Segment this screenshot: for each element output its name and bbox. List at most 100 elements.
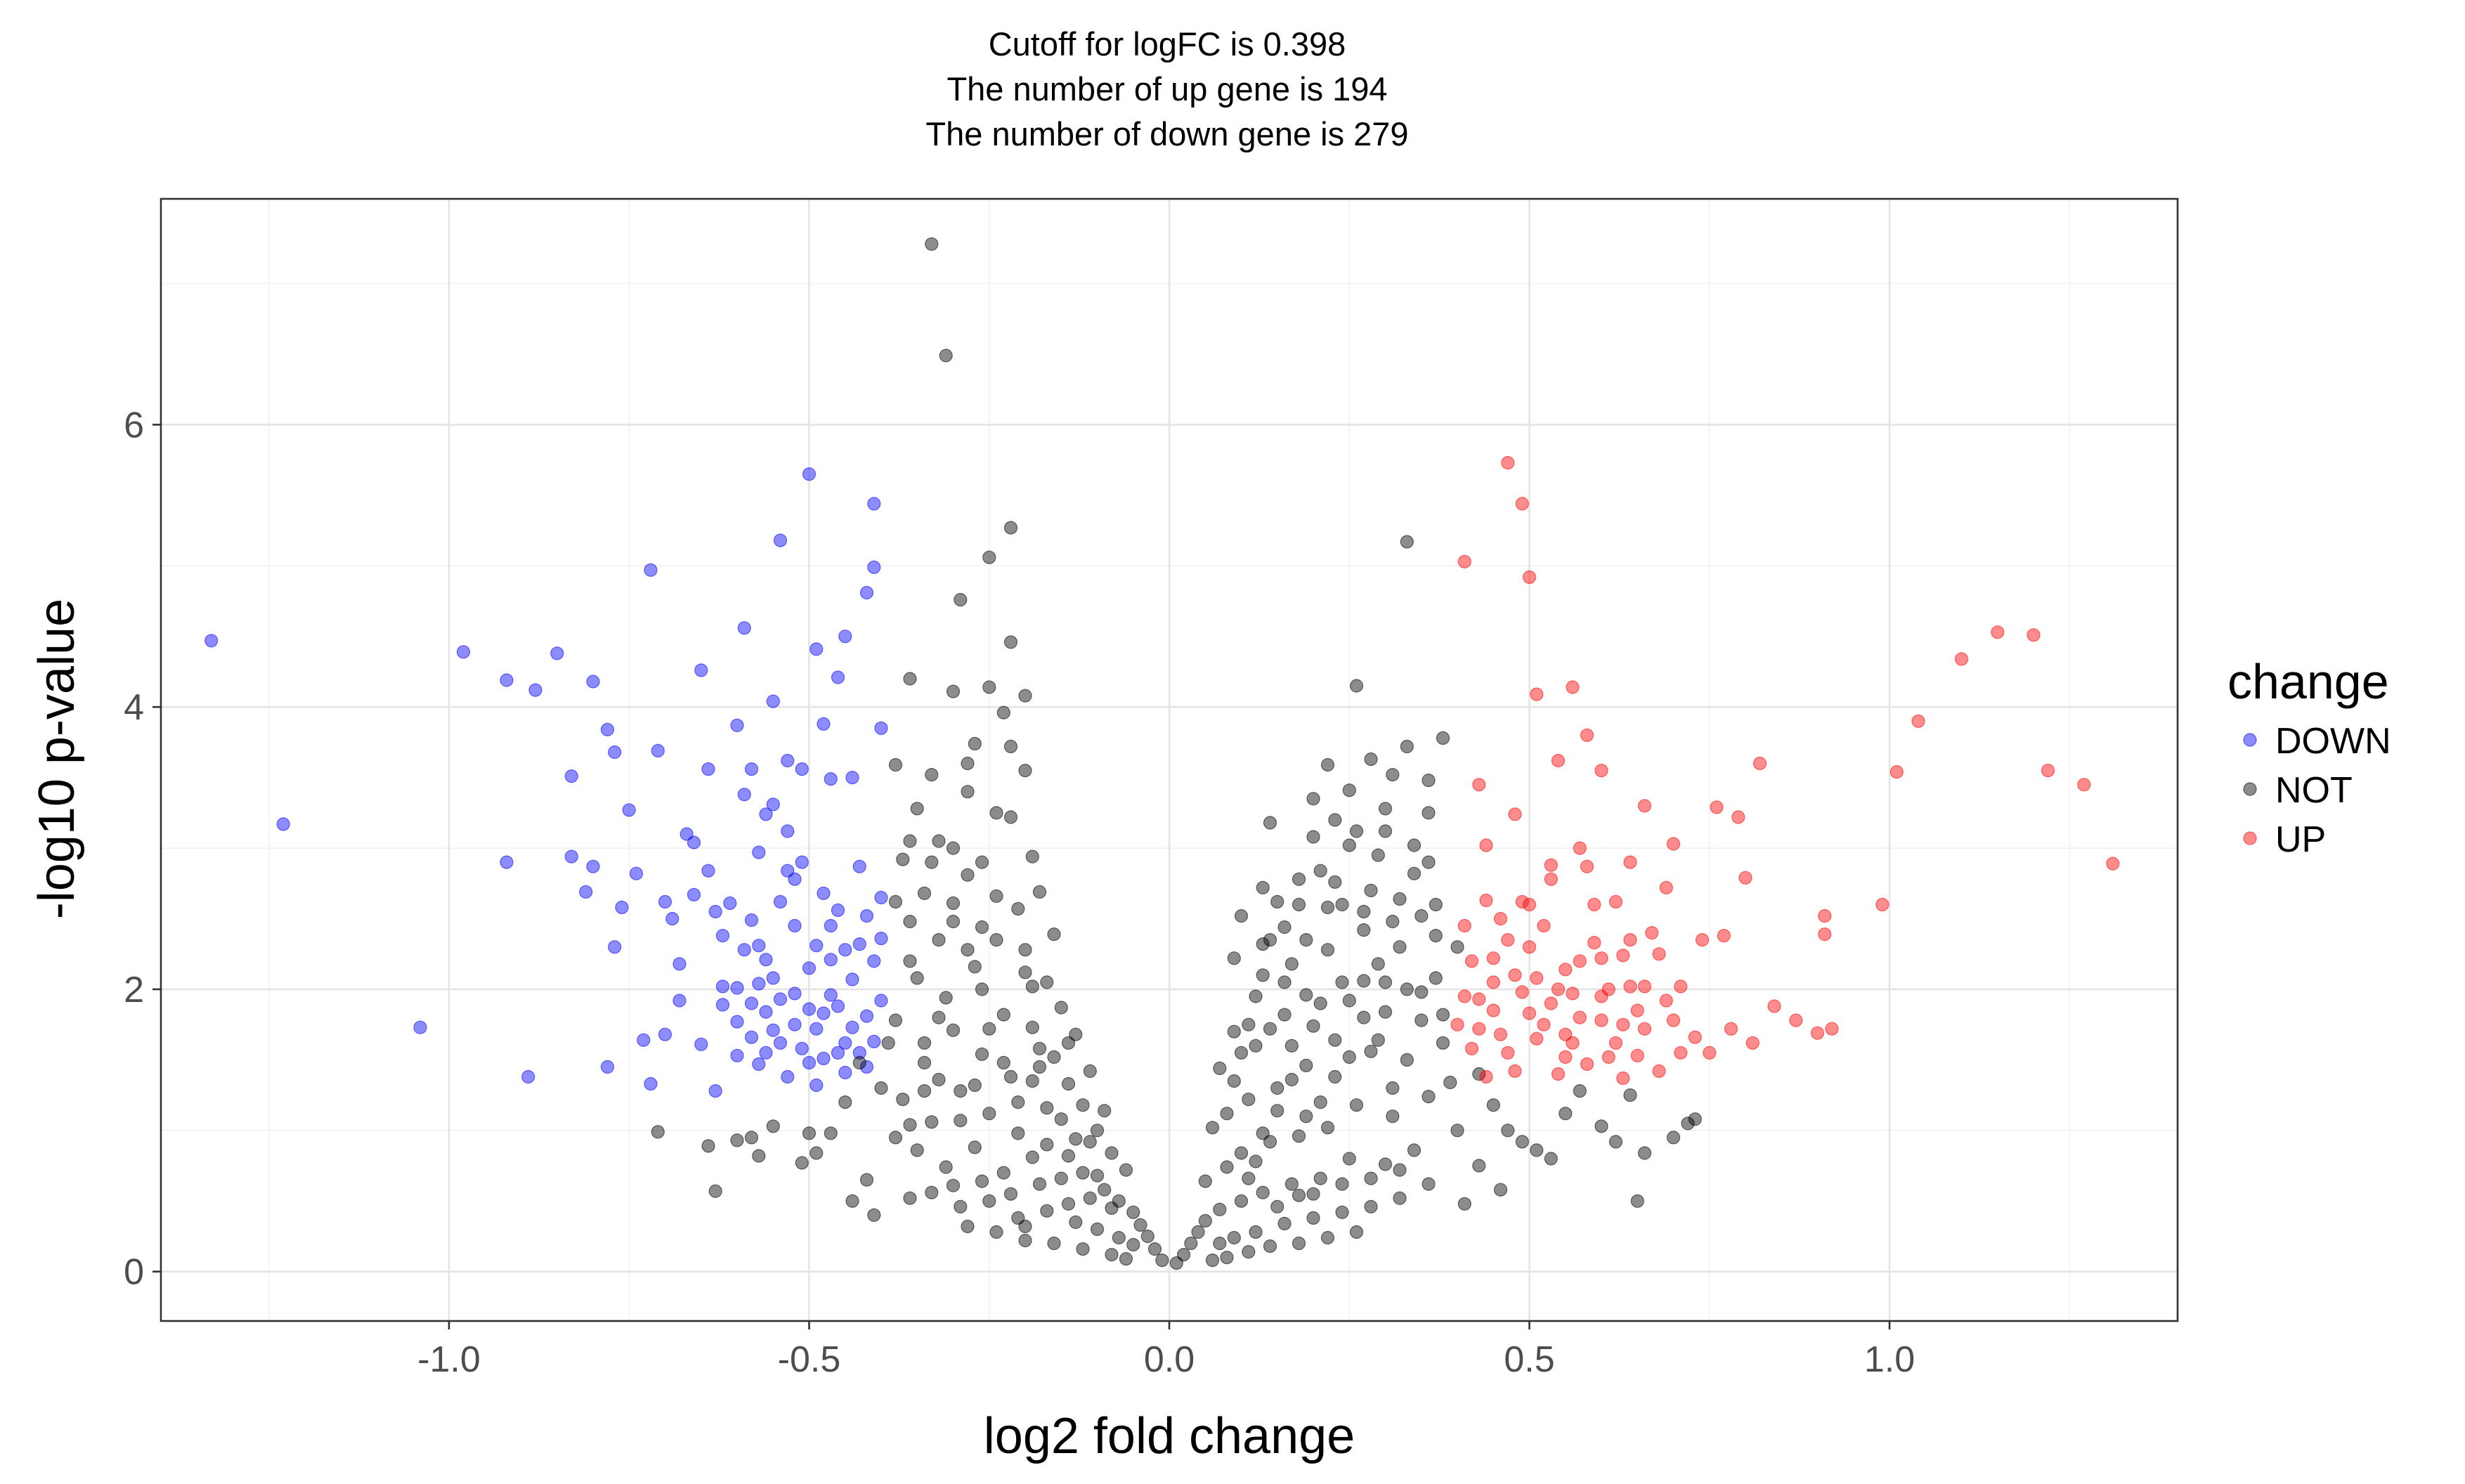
data-point-up: [1703, 1046, 1717, 1060]
data-point-not: [1234, 1194, 1249, 1208]
data-point-not: [1371, 957, 1385, 971]
data-point-up: [1637, 799, 1652, 813]
data-point-up: [1608, 1036, 1623, 1050]
data-point-not: [1393, 940, 1407, 954]
data-point-down: [715, 979, 730, 994]
data-point-down: [781, 1069, 795, 1084]
data-point-down: [672, 957, 687, 971]
data-point-not: [1299, 932, 1313, 947]
data-point-down: [737, 943, 751, 957]
data-point-not: [1061, 1076, 1076, 1091]
data-point-not: [1364, 1044, 1378, 1058]
x-tick-label: 1.0: [1864, 1339, 1915, 1380]
data-point-not: [1594, 1119, 1608, 1133]
data-point-not: [1306, 1187, 1320, 1201]
data-point-up: [1559, 1027, 1573, 1041]
data-point-not: [1054, 1112, 1068, 1126]
data-point-not: [996, 705, 1010, 720]
data-point-not: [1284, 1177, 1299, 1191]
data-point-not: [1277, 1008, 1292, 1022]
data-point-not: [795, 1156, 809, 1170]
data-point-down: [874, 890, 888, 905]
data-point-not: [1623, 1088, 1637, 1102]
data-point-not: [1025, 850, 1039, 864]
data-point-down: [672, 994, 687, 1008]
data-point-not: [1220, 1250, 1234, 1265]
data-point-up: [1652, 1064, 1666, 1079]
data-point-not: [1032, 1041, 1047, 1055]
data-point-up: [1530, 687, 1544, 701]
data-point-not: [975, 855, 989, 869]
data-point-not: [888, 1013, 903, 1027]
data-point-down: [730, 1048, 744, 1062]
data-point-not: [1061, 1036, 1076, 1050]
data-point-not: [1422, 1177, 1436, 1191]
data-point-up: [1818, 909, 1832, 923]
data-point-not: [1025, 1020, 1039, 1034]
data-point-up: [1457, 989, 1471, 1003]
data-point-down: [838, 1036, 852, 1050]
data-point-not: [1400, 982, 1414, 996]
data-point-up: [1515, 985, 1529, 999]
data-point-not: [1076, 1098, 1090, 1112]
data-point-not: [1422, 1089, 1436, 1104]
data-point-not: [1349, 1098, 1364, 1112]
data-point-up: [1623, 855, 1637, 869]
data-point-not: [903, 672, 917, 686]
chart-title-line-1: Cutoff for logFC is 0.398: [989, 25, 1346, 63]
data-point-not: [910, 971, 924, 985]
data-point-up: [1637, 1022, 1652, 1036]
data-point-up: [1486, 1003, 1500, 1017]
data-point-down: [528, 683, 542, 697]
data-point-up: [1493, 911, 1508, 926]
data-point-not: [1429, 897, 1443, 912]
data-point-not: [1126, 1237, 1140, 1252]
data-point-down: [838, 943, 852, 957]
data-point-down: [824, 772, 838, 786]
data-point-not: [1342, 783, 1356, 798]
data-point-up: [1522, 897, 1537, 912]
gridlines: [161, 199, 2178, 1321]
data-point-not: [932, 932, 946, 947]
data-point-not: [1227, 951, 1241, 965]
data-point-down: [852, 1046, 866, 1060]
data-point-not: [1342, 1050, 1356, 1065]
data-point-down: [687, 835, 701, 850]
data-point-not: [1349, 679, 1364, 693]
data-point-not: [1530, 1143, 1544, 1157]
data-point-not: [968, 1140, 982, 1154]
data-point-not: [968, 1078, 982, 1093]
data-point-down: [766, 798, 780, 812]
data-point-up: [1530, 1031, 1544, 1046]
data-point-up: [1659, 880, 1673, 894]
data-point-not: [996, 1166, 1010, 1180]
data-point-down: [867, 497, 881, 511]
data-point-up: [1544, 858, 1558, 872]
data-point-down: [644, 1076, 658, 1091]
data-point-up: [2027, 628, 2041, 642]
data-point-not: [1018, 1219, 1032, 1234]
data-point-up: [1537, 918, 1551, 933]
data-point-down: [752, 977, 766, 991]
data-point-not: [1047, 1236, 1061, 1251]
data-point-down: [781, 753, 795, 768]
data-point-up: [1710, 800, 1724, 814]
data-point-not: [1450, 1124, 1464, 1138]
data-point-down: [737, 788, 751, 802]
data-point-down: [824, 953, 838, 967]
data-point-down: [773, 1036, 788, 1050]
data-point-down: [867, 560, 881, 574]
data-point-down: [500, 673, 514, 687]
data-point-not: [1018, 1233, 1032, 1248]
data-point-not: [1234, 1046, 1249, 1060]
data-point-down: [773, 992, 788, 1006]
data-point-not: [1061, 1197, 1076, 1211]
data-point-up: [1464, 954, 1479, 968]
data-point-up: [1616, 949, 1630, 963]
data-point-up: [1789, 1013, 1803, 1027]
data-point-not: [1313, 996, 1327, 1010]
data-point-not: [946, 841, 961, 855]
data-point-not: [925, 1115, 939, 1129]
data-point-not: [1069, 1132, 1083, 1146]
